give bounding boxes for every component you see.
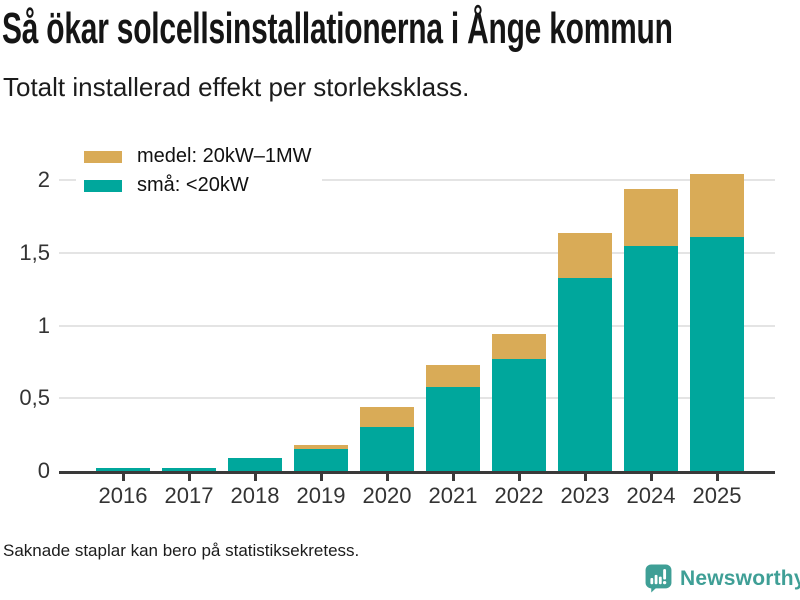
x-tick: [319, 473, 323, 481]
bar-segment-medel-2021: [426, 364, 480, 387]
bar-segment-medel-2022: [492, 334, 546, 360]
bar-segment-medel-2019: [294, 444, 348, 450]
x-tick-label: 2023: [560, 483, 610, 508]
x-tick-label: 2025: [692, 483, 742, 508]
bar-segment-sma-2024: [624, 245, 678, 471]
bar-segment-sma-2019: [294, 449, 348, 471]
bar-segment-sma-2020: [360, 427, 414, 471]
x-tick: [121, 473, 125, 481]
chart-title: Så ökar solcellsinstallationerna i Ånge …: [2, 4, 673, 53]
x-tick-label: 2017: [164, 483, 214, 508]
x-axis-labels: 2016 2017 2018 2019 2020 2021 2022 2023 2024 2025: [59, 483, 775, 513]
plot-area: [59, 170, 775, 474]
gridline: [59, 324, 775, 327]
legend-label-sma: små: <20kW: [137, 174, 249, 196]
bar-segment-sma-2018: [228, 457, 282, 471]
x-tick: [517, 473, 521, 481]
x-tick-label: 2019: [296, 483, 346, 508]
x-tick: [253, 473, 257, 481]
x-tick: [649, 473, 653, 481]
bar-segment-medel-2025: [690, 174, 744, 237]
bar-segment-sma-2016: [96, 468, 150, 471]
y-tick-label: 0,5: [19, 385, 50, 411]
gridline: [59, 251, 775, 254]
x-axis-line: [59, 470, 775, 474]
legend-label-medel: medel: 20kW–1MW: [137, 145, 312, 167]
legend-swatch-sma: [84, 179, 122, 192]
y-axis-labels: 0 0,5 1 1,5 2: [0, 167, 50, 482]
bar-segment-medel-2020: [360, 407, 414, 428]
bar-segment-sma-2023: [558, 277, 612, 471]
legend-item-medel: medel: 20kW–1MW: [76, 143, 322, 170]
bar-segment-medel-2023: [558, 232, 612, 278]
x-tick: [385, 473, 389, 481]
bar-segment-sma-2021: [426, 386, 480, 471]
footnote: Saknade staplar kan bero på statistiksek…: [3, 541, 360, 560]
newsworthy-icon: [645, 564, 672, 593]
x-tick-label: 2020: [362, 483, 412, 508]
legend-item-sma: små: <20kW: [76, 172, 322, 199]
x-axis: [59, 471, 775, 483]
x-tick-label: 2024: [626, 483, 676, 508]
x-tick-label: 2021: [428, 483, 478, 508]
x-tick: [187, 473, 191, 481]
legend: medel: 20kW–1MW små: <20kW: [76, 143, 322, 199]
x-tick: [715, 473, 719, 481]
bar-segment-medel-2024: [624, 188, 678, 246]
bar-segment-sma-2025: [690, 236, 744, 471]
y-tick-label: 1: [37, 312, 50, 338]
bar-segment-sma-2022: [492, 359, 546, 471]
brand-name: Newsworthy: [680, 566, 800, 590]
x-tick: [583, 473, 587, 481]
x-tick-label: 2022: [494, 483, 544, 508]
x-tick-label: 2016: [98, 483, 148, 508]
x-tick-label: 2018: [230, 483, 280, 508]
y-tick-label: 0: [37, 458, 50, 483]
y-tick-label: 1,5: [19, 239, 50, 265]
y-tick-label: 2: [37, 167, 50, 193]
x-tick: [451, 473, 455, 481]
gridline: [59, 397, 775, 400]
gridline: [59, 179, 775, 182]
chart-subtitle: Totalt installerad effekt per storlekskl…: [3, 72, 470, 102]
legend-swatch-medel: [84, 150, 122, 163]
newsworthy-logo: Newsworthy: [645, 564, 800, 593]
bar-segment-sma-2017: [162, 468, 216, 471]
